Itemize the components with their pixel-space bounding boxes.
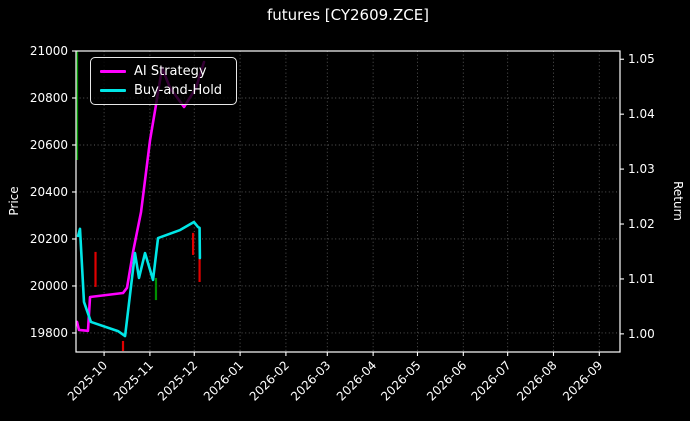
svg-text:21000: 21000 [30, 44, 68, 58]
axis-ticks [72, 50, 624, 356]
chart-title: futures [CY2609.ZCE] [266, 6, 430, 24]
svg-text:1.05: 1.05 [628, 52, 655, 66]
svg-text:2025-10: 2025-10 [65, 358, 110, 403]
svg-text:2026-04: 2026-04 [334, 358, 379, 403]
ai-strategy-line-swatch [100, 70, 126, 73]
legend-label-ai-strategy: AI Strategy [134, 64, 207, 79]
svg-text:2025-12: 2025-12 [155, 358, 200, 403]
plot-border [75, 50, 621, 353]
svg-text:2026-05: 2026-05 [378, 358, 423, 403]
legend-item-ai-strategy: AI Strategy [100, 65, 228, 78]
svg-text:1.01: 1.01 [628, 272, 655, 286]
svg-text:2026-07: 2026-07 [468, 358, 513, 403]
y-axis-label-return: Return [671, 181, 685, 221]
svg-text:2025-11: 2025-11 [111, 358, 156, 403]
svg-text:2026-03: 2026-03 [288, 358, 333, 403]
trade-marker-bars [75, 51, 201, 352]
svg-text:2026-08: 2026-08 [514, 358, 559, 403]
svg-text:1.04: 1.04 [628, 107, 655, 121]
legend-label-buy-and-hold: Buy-and-Hold [134, 83, 223, 98]
svg-text:19800: 19800 [30, 326, 68, 340]
buy-and-hold-line [76, 220, 202, 338]
buy-and-hold-line-swatch [100, 89, 126, 92]
svg-text:2026-02: 2026-02 [247, 358, 292, 403]
svg-text:2026-01: 2026-01 [201, 358, 246, 403]
svg-text:2026-09: 2026-09 [560, 358, 605, 403]
y-axis-left-tick-labels: 21000 20800 20600 20400 20200 20000 19800 [30, 44, 68, 340]
legend: AI Strategy Buy-and-Hold [90, 57, 237, 105]
svg-text:1.00: 1.00 [628, 327, 655, 341]
svg-text:1.02: 1.02 [628, 217, 655, 231]
svg-text:2026-06: 2026-06 [424, 358, 469, 403]
y-axis-right-tick-labels: 1.05 1.04 1.03 1.02 1.01 1.00 [628, 52, 655, 341]
svg-text:20800: 20800 [30, 91, 68, 105]
y-axis-label-price: Price [7, 186, 21, 216]
svg-text:20400: 20400 [30, 185, 68, 199]
legend-item-buy-and-hold: Buy-and-Hold [100, 84, 228, 97]
svg-text:20000: 20000 [30, 279, 68, 293]
svg-text:1.03: 1.03 [628, 162, 655, 176]
svg-text:20200: 20200 [30, 232, 68, 246]
svg-text:20600: 20600 [30, 138, 68, 152]
